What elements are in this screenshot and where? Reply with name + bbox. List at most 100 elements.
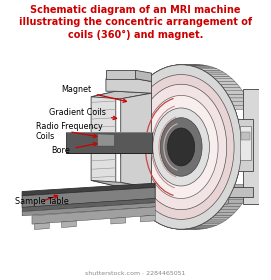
Polygon shape [186,65,207,66]
Polygon shape [131,192,150,196]
Polygon shape [203,222,223,224]
Polygon shape [173,65,193,66]
Polygon shape [118,187,253,197]
Polygon shape [129,188,148,192]
Polygon shape [163,67,183,69]
Polygon shape [220,206,240,209]
Ellipse shape [136,84,227,210]
Polygon shape [231,188,251,192]
Polygon shape [230,98,249,102]
Polygon shape [227,196,247,200]
Polygon shape [126,197,145,204]
Polygon shape [150,74,170,76]
Polygon shape [22,183,155,196]
Polygon shape [206,72,226,74]
Polygon shape [199,69,220,70]
Polygon shape [206,220,226,222]
Polygon shape [233,184,252,188]
Polygon shape [153,72,173,74]
Text: Schematic diagram of an MRI machine
illustrating the concentric arrangement of
c: Schematic diagram of an MRI machine illu… [19,5,252,40]
Polygon shape [196,67,217,69]
Polygon shape [140,84,159,87]
Ellipse shape [153,108,209,186]
Text: Radio Frequency
Coils: Radio Frequency Coils [36,122,102,141]
Polygon shape [156,70,177,72]
Polygon shape [212,215,232,218]
Polygon shape [230,192,249,196]
Text: Magnet: Magnet [62,85,127,102]
Polygon shape [212,76,232,79]
Ellipse shape [121,65,241,229]
Polygon shape [133,94,152,98]
Polygon shape [218,209,237,213]
Ellipse shape [128,74,234,220]
Polygon shape [140,215,155,222]
Polygon shape [209,218,229,220]
Polygon shape [145,213,165,215]
Polygon shape [91,180,151,188]
Polygon shape [106,70,136,79]
Polygon shape [223,87,243,91]
Polygon shape [186,228,207,229]
Text: Bore: Bore [52,143,97,155]
Polygon shape [142,81,162,84]
Polygon shape [203,70,223,72]
Polygon shape [66,132,151,153]
Polygon shape [34,223,49,230]
Polygon shape [196,225,217,227]
Polygon shape [32,207,155,224]
Polygon shape [22,199,155,212]
Polygon shape [62,221,76,228]
Polygon shape [142,209,162,213]
Ellipse shape [160,118,202,176]
Polygon shape [147,76,167,79]
Ellipse shape [144,95,218,199]
Polygon shape [145,79,165,81]
Polygon shape [135,200,154,203]
Polygon shape [166,227,186,228]
Polygon shape [199,224,220,225]
Polygon shape [240,126,251,160]
Polygon shape [127,106,146,110]
Ellipse shape [167,128,195,166]
Polygon shape [193,66,214,67]
Polygon shape [209,197,229,204]
Polygon shape [193,227,214,228]
Polygon shape [243,89,260,204]
Polygon shape [150,218,170,220]
Polygon shape [159,69,180,70]
Polygon shape [225,91,245,94]
Polygon shape [140,206,159,209]
Polygon shape [135,91,154,94]
Polygon shape [127,184,146,188]
Polygon shape [241,132,250,140]
Polygon shape [121,93,151,188]
Polygon shape [159,224,180,225]
Polygon shape [137,203,157,206]
Polygon shape [231,102,251,106]
Polygon shape [215,79,235,81]
Text: Sample Table: Sample Table [15,195,69,206]
Polygon shape [111,217,126,224]
Polygon shape [133,196,152,200]
Ellipse shape [128,74,234,220]
Polygon shape [173,228,193,229]
Polygon shape [233,106,252,110]
Polygon shape [225,200,245,203]
Polygon shape [106,79,151,93]
Ellipse shape [153,108,209,186]
Polygon shape [129,102,148,106]
Polygon shape [166,66,186,67]
Polygon shape [218,81,237,84]
Polygon shape [91,91,116,186]
Ellipse shape [136,84,227,210]
Polygon shape [220,84,240,87]
Ellipse shape [160,118,202,176]
Polygon shape [238,119,253,171]
Polygon shape [22,203,155,216]
Polygon shape [131,98,150,102]
Text: shutterstock.com · 2284465051: shutterstock.com · 2284465051 [85,271,186,276]
Text: Gradient Coils: Gradient Coils [49,108,117,120]
Polygon shape [147,215,167,218]
Ellipse shape [167,128,195,166]
